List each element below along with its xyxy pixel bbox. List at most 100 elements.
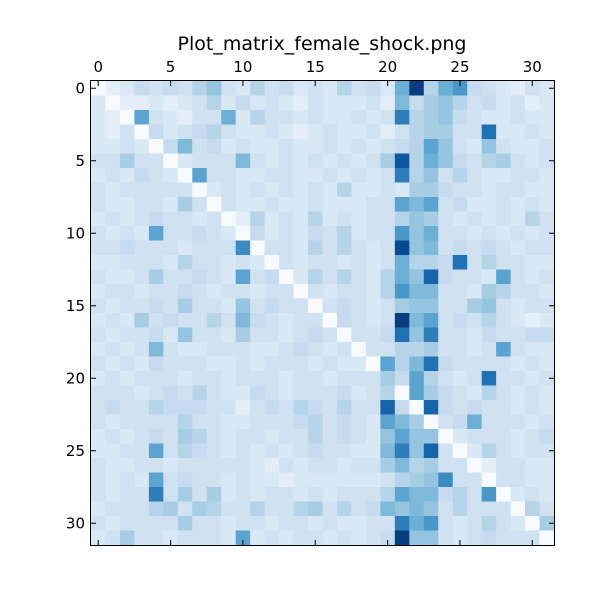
heatmap-cell: [496, 371, 511, 386]
heatmap-cell: [279, 211, 294, 227]
heatmap-cell: [119, 211, 135, 227]
heatmap-cell: [322, 81, 338, 96]
heatmap-cell: [525, 81, 540, 96]
heatmap-cell: [264, 226, 280, 241]
heatmap-cell: [409, 168, 425, 183]
heatmap-cell: [510, 284, 526, 299]
heatmap-cell: [163, 458, 179, 473]
heatmap-cell: [438, 342, 454, 357]
heatmap-cell: [134, 197, 150, 212]
heatmap-cell: [91, 356, 106, 372]
heatmap-cell: [177, 472, 193, 488]
heatmap-cell: [496, 197, 511, 212]
heatmap-cell: [409, 516, 425, 531]
heatmap-cell: [409, 240, 425, 256]
heatmap-cell: [481, 530, 497, 546]
heatmap-cell: [365, 458, 381, 473]
heatmap-cell: [336, 211, 352, 227]
heatmap-cell: [293, 342, 309, 357]
heatmap-cell: [510, 298, 526, 314]
heatmap-cell: [221, 182, 237, 198]
heatmap-cell: [351, 458, 367, 473]
heatmap-cell: [177, 414, 193, 430]
heatmap-cell: [409, 472, 425, 488]
heatmap-cell: [264, 487, 280, 502]
heatmap-cell: [134, 458, 150, 473]
heatmap-cell: [409, 400, 425, 415]
heatmap-cell: [206, 443, 222, 459]
heatmap-cell: [452, 110, 468, 125]
heatmap-cell: [279, 400, 294, 415]
heatmap-cell: [336, 371, 352, 386]
heatmap-cell: [206, 385, 222, 401]
heatmap-cell: [525, 211, 540, 227]
heatmap-cell: [119, 385, 135, 401]
heatmap-cell: [322, 139, 338, 154]
heatmap-cell: [235, 240, 251, 256]
heatmap-cell: [163, 168, 179, 183]
heatmap-cell: [105, 240, 121, 256]
heatmap-cell: [264, 371, 280, 386]
heatmap-cell: [380, 95, 396, 111]
heatmap-cell: [206, 124, 222, 140]
heatmap-cell: [235, 226, 251, 241]
heatmap-cell: [510, 501, 526, 517]
heatmap-cell: [467, 443, 483, 459]
heatmap-cell: [467, 530, 483, 546]
heatmap-cell: [192, 139, 208, 154]
heatmap-cell: [250, 371, 266, 386]
heatmap-cell: [308, 472, 323, 488]
heatmap-cell: [177, 443, 193, 459]
heatmap-cell: [308, 443, 323, 459]
heatmap-cell: [206, 240, 222, 256]
heatmap-cell: [221, 168, 237, 183]
heatmap-cell: [250, 516, 266, 531]
heatmap-cell: [206, 182, 222, 198]
heatmap-cell: [467, 342, 483, 357]
heatmap-cell: [351, 342, 367, 357]
heatmap-cell: [380, 414, 396, 430]
heatmap-cell: [206, 400, 222, 415]
x-tick-label: 20: [378, 58, 397, 76]
heatmap-cell: [496, 313, 511, 328]
heatmap-cell: [481, 342, 497, 357]
heatmap-cell: [423, 429, 439, 444]
heatmap-cell: [336, 429, 352, 444]
heatmap-cell: [105, 516, 121, 531]
heatmap-cell: [438, 458, 454, 473]
heatmap-cell: [467, 168, 483, 183]
heatmap-cell: [250, 530, 266, 546]
heatmap-cell: [235, 95, 251, 111]
heatmap-cell: [467, 197, 483, 212]
heatmap-cell: [438, 284, 454, 299]
heatmap-cell: [91, 182, 106, 198]
heatmap-cell: [336, 226, 352, 241]
heatmap-cell: [481, 458, 497, 473]
heatmap-cell: [163, 429, 179, 444]
heatmap-cell: [525, 182, 540, 198]
heatmap-cell: [221, 458, 237, 473]
heatmap-cell: [206, 516, 222, 531]
heatmap-cell: [192, 168, 208, 183]
heatmap-cell: [192, 400, 208, 415]
heatmap-cell: [510, 530, 526, 546]
heatmap-cell: [467, 226, 483, 241]
heatmap-cell: [438, 81, 454, 96]
heatmap-cell: [293, 153, 309, 169]
heatmap-cell: [192, 371, 208, 386]
heatmap-cell: [293, 211, 309, 227]
heatmap-cell: [351, 487, 367, 502]
heatmap-cell: [409, 443, 425, 459]
heatmap-cell: [409, 414, 425, 430]
heatmap-cell: [91, 110, 106, 125]
heatmap-cell: [496, 414, 511, 430]
heatmap-cell: [452, 443, 468, 459]
heatmap-cell: [365, 124, 381, 140]
heatmap-cell: [365, 298, 381, 314]
heatmap-cell: [467, 313, 483, 328]
heatmap-cell: [423, 226, 439, 241]
heatmap-cell: [206, 313, 222, 328]
heatmap-cell: [467, 458, 483, 473]
heatmap-cell: [452, 269, 468, 285]
heatmap-cell: [250, 284, 266, 299]
